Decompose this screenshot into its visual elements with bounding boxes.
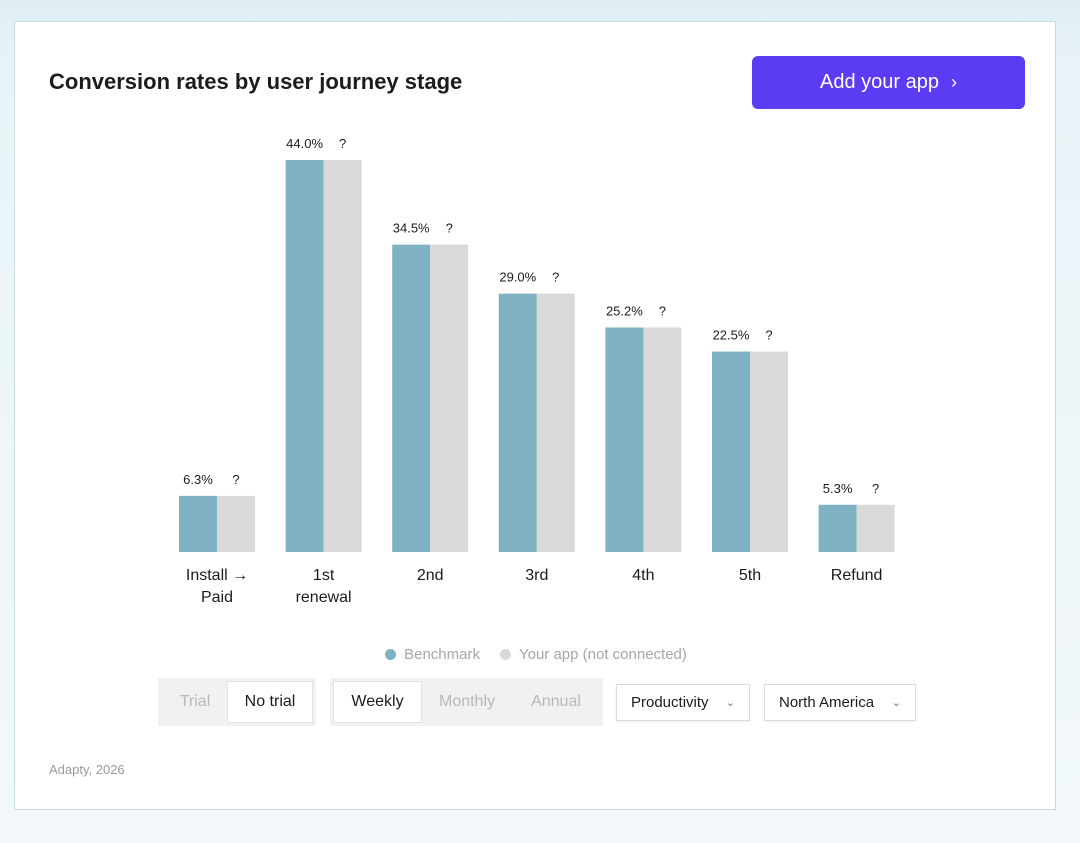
legend-item-benchmark: Benchmark: [385, 646, 480, 663]
legend-item-your-app: Your app (not connected): [499, 646, 687, 663]
legend-dot-benchmark: [385, 649, 397, 660]
bar-label-your-app-4: ?: [659, 303, 666, 318]
bar-benchmark-1: [285, 160, 324, 552]
bar-label-your-app-3: ?: [552, 270, 559, 285]
trial-toggle: Trial No trial: [158, 678, 316, 726]
bar-label-your-app-0: ?: [232, 472, 239, 487]
chart-legend: Benchmark Your app (not connected): [15, 646, 1057, 663]
bar-label-your-app-6: ?: [872, 481, 879, 496]
bar-label-benchmark-3: 29.0%: [499, 270, 536, 285]
bar-benchmark-4: [605, 327, 644, 552]
bar-label-benchmark-1: 44.0%: [286, 136, 323, 151]
bar-your-app-1: [323, 160, 362, 552]
chevron-down-icon: ⌄: [891, 697, 901, 709]
category-value: Productivity: [631, 694, 709, 711]
trial-option-trial[interactable]: Trial: [179, 693, 211, 710]
chevron-down-icon: ⌄: [725, 697, 735, 709]
bar-benchmark-2: [392, 244, 431, 553]
period-toggle: Weekly Monthly Annual: [330, 678, 603, 726]
page-title: Conversion rates by user journey stage: [49, 69, 463, 94]
chevron-right-icon: ›: [950, 72, 957, 92]
add-your-app-button[interactable]: Add your app ›: [752, 56, 1025, 109]
bar-your-app-6: [856, 504, 895, 552]
period-option-weekly[interactable]: Weekly: [334, 682, 421, 722]
trial-option-no-trial[interactable]: No trial: [228, 682, 312, 722]
legend-label-your-app: Your app (not connected): [518, 646, 687, 663]
bar-your-app-4: [643, 327, 682, 552]
bar-label-your-app-5: ?: [765, 328, 772, 343]
legend-dot-your-app: [499, 649, 511, 660]
bar-label-your-app-1: ?: [339, 136, 346, 151]
x-tick-label-0-1: Paid: [201, 589, 233, 606]
x-tick-label-0-0: Install →: [186, 567, 248, 584]
x-tick-label-5-0: 5th: [739, 567, 761, 584]
bar-your-app-3: [536, 293, 575, 552]
bar-your-app-5: [750, 351, 788, 552]
bar-label-benchmark-4: 25.2%: [606, 303, 643, 318]
period-option-monthly[interactable]: Monthly: [438, 693, 496, 710]
x-tick-label-1-1: renewal: [296, 589, 352, 606]
bar-label-benchmark-6: 5.3%: [823, 481, 853, 496]
x-tick-label-1-0: 1st: [313, 567, 335, 584]
bar-your-app-2: [430, 244, 469, 553]
add-your-app-label: Add your app: [820, 71, 939, 93]
region-dropdown[interactable]: North America ⌄: [764, 684, 916, 721]
x-tick-label-4-0: 4th: [632, 567, 654, 584]
region-value: North America: [779, 694, 875, 711]
chart-card: Conversion rates by user journey stage A…: [14, 21, 1056, 810]
x-tick-label-6-0: Refund: [831, 567, 883, 584]
bar-benchmark-3: [498, 293, 537, 552]
bar-label-benchmark-2: 34.5%: [393, 221, 430, 236]
footer-credit: Adapty, 2026: [49, 762, 125, 777]
legend-label-benchmark: Benchmark: [404, 646, 480, 663]
bar-benchmark-6: [818, 504, 857, 552]
bar-label-your-app-2: ?: [446, 221, 453, 236]
x-tick-label-3-0: 3rd: [525, 567, 548, 584]
bar-label-benchmark-5: 22.5%: [713, 328, 750, 343]
bar-benchmark-5: [712, 351, 750, 552]
bar-chart: 6.3% ? Install → Paid 44.0% ? 1st renewal 34.5%?…: [179, 136, 895, 606]
x-tick-label-2-0: 2nd: [417, 567, 444, 584]
bar-benchmark-0: [179, 495, 217, 552]
bar-your-app-0: [217, 495, 255, 552]
period-option-annual[interactable]: Annual: [531, 693, 581, 710]
category-dropdown[interactable]: Productivity ⌄: [616, 684, 750, 721]
bar-label-benchmark-0: 6.3%: [183, 472, 213, 487]
